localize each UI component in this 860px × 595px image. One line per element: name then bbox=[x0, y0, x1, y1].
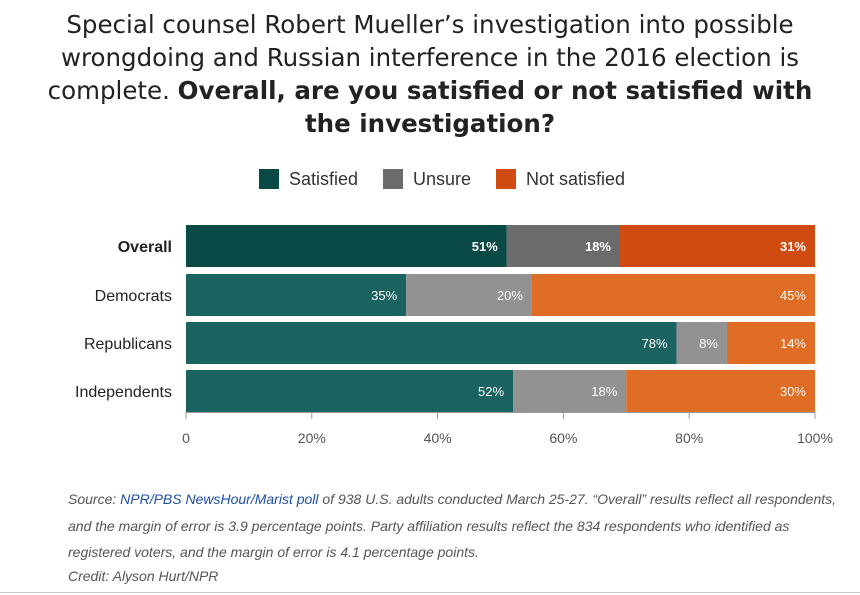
bar-republicans-satisfied bbox=[186, 322, 677, 364]
bar-republicans-unsure bbox=[676, 322, 727, 364]
x-tick-label-2: 40% bbox=[424, 430, 452, 446]
bottom-divider bbox=[0, 592, 860, 593]
data-label-democrats-satisfied: 35% bbox=[371, 288, 397, 303]
legend-label-unsure: Unsure bbox=[413, 168, 472, 189]
stacked-bar-chart: Overall 51% 18% 31% Democrats 35% 20% 45% Republ… bbox=[75, 225, 833, 446]
category-label-independents: Independents bbox=[75, 384, 172, 401]
legend-swatch-not-satisfied bbox=[496, 169, 516, 189]
source-note: Source: NPR/PBS NewsHour/Marist poll of … bbox=[68, 486, 848, 566]
bar-independents-satisfied bbox=[186, 370, 514, 412]
bar-independents-not-satisfied bbox=[626, 370, 815, 412]
data-label-republicans-not-satisfied: 14% bbox=[780, 336, 806, 351]
x-tick-label-1: 20% bbox=[298, 430, 326, 446]
bar-overall-not-satisfied bbox=[620, 225, 815, 267]
x-tick-label-4: 80% bbox=[675, 430, 703, 446]
data-label-independents-unsure: 18% bbox=[591, 384, 617, 399]
chart-title: Special counsel Robert Mueller’s investi… bbox=[40, 8, 820, 140]
data-label-overall-satisfied: 51% bbox=[472, 239, 498, 254]
bar-independents-unsure bbox=[513, 370, 627, 412]
x-tick-label-3: 60% bbox=[549, 430, 577, 446]
data-label-republicans-satisfied: 78% bbox=[642, 336, 668, 351]
legend-swatch-satisfied bbox=[259, 169, 279, 189]
category-label-republicans: Republicans bbox=[84, 336, 172, 353]
legend-label-not-satisfied: Not satisfied bbox=[526, 168, 626, 189]
source-text: of 938 U.S. adults conducted March 25-27… bbox=[68, 491, 837, 560]
legend-item-not-satisfied: Not satisfied bbox=[496, 166, 625, 192]
category-label-democrats: Democrats bbox=[95, 288, 172, 305]
x-tick-label-0: 0 bbox=[182, 430, 190, 446]
data-label-republicans-unsure: 8% bbox=[699, 336, 718, 351]
legend-item-satisfied: Satisfied bbox=[259, 166, 358, 192]
data-label-independents-satisfied: 52% bbox=[478, 384, 504, 399]
credit-line: Credit: Alyson Hurt/NPR bbox=[68, 568, 219, 584]
bar-overall-unsure bbox=[506, 225, 621, 267]
x-tick-label-5: 100% bbox=[797, 430, 833, 446]
data-label-democrats-not-satisfied: 45% bbox=[780, 288, 806, 303]
source-prefix: Source: bbox=[68, 491, 121, 507]
bar-democrats-satisfied bbox=[186, 274, 407, 316]
bar-republicans-not-satisfied bbox=[726, 322, 815, 364]
bar-democrats-not-satisfied bbox=[531, 274, 815, 316]
data-label-independents-not-satisfied: 30% bbox=[780, 384, 806, 399]
source-link[interactable]: NPR/PBS NewsHour/Marist poll bbox=[120, 491, 319, 507]
legend-swatch-unsure bbox=[383, 169, 403, 189]
title-question: Overall, are you satisfied or not satisf… bbox=[177, 76, 813, 138]
category-label-overall: Overall bbox=[118, 239, 172, 256]
bar-overall-satisfied bbox=[186, 225, 507, 267]
bar-democrats-unsure bbox=[406, 274, 532, 316]
data-label-overall-unsure: 18% bbox=[585, 239, 611, 254]
legend-item-unsure: Unsure bbox=[383, 166, 471, 192]
data-label-democrats-unsure: 20% bbox=[497, 288, 523, 303]
legend-label-satisfied: Satisfied bbox=[289, 168, 359, 189]
data-label-overall-not-satisfied: 31% bbox=[780, 239, 806, 254]
title-question-context: Special counsel Robert Mueller’s investi… bbox=[47, 10, 800, 105]
chart-legend: Satisfied Unsure Not satisfied bbox=[0, 166, 860, 192]
